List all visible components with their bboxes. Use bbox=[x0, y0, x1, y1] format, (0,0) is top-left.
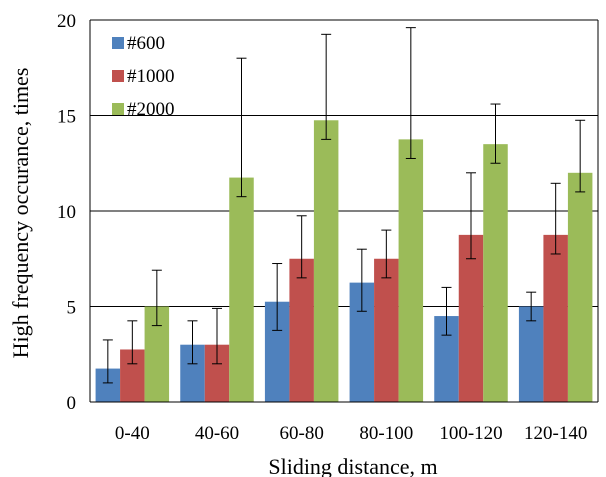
bar bbox=[374, 258, 399, 402]
bar bbox=[458, 234, 484, 402]
legend-label: #600 bbox=[127, 33, 165, 54]
x-axis-title: Sliding distance, m bbox=[268, 454, 437, 477]
legend-label: #2000 bbox=[127, 99, 175, 120]
bar bbox=[518, 306, 544, 402]
legend-label: #1000 bbox=[127, 66, 175, 87]
x-tick-label: 80-100 bbox=[359, 423, 413, 444]
bars bbox=[95, 120, 593, 403]
legend: #600 #1000 #2000 bbox=[112, 33, 175, 120]
bar bbox=[398, 139, 424, 402]
y-tick-label: 0 bbox=[67, 393, 77, 414]
gridlines bbox=[90, 19, 598, 307]
bar bbox=[567, 172, 593, 402]
x-tick-label: 40-60 bbox=[195, 423, 239, 444]
y-tick-label: 20 bbox=[57, 11, 76, 32]
y-tick-label: 10 bbox=[57, 202, 76, 223]
x-tick-label: 120-140 bbox=[524, 423, 587, 444]
legend-swatch bbox=[112, 37, 124, 49]
bar bbox=[483, 144, 508, 402]
y-tick-label: 5 bbox=[67, 298, 77, 319]
x-tick-label: 0-40 bbox=[115, 423, 150, 444]
tick-labels: 0 5 10 15 20 0-40 40-60 60-80 80-100 100-120 120-1… bbox=[57, 11, 587, 444]
error-bars bbox=[102, 27, 586, 384]
y-axis-title: High frequency occurance, times bbox=[8, 68, 33, 359]
bar bbox=[229, 177, 254, 402]
x-tick-label: 100-120 bbox=[439, 423, 502, 444]
axes bbox=[89, 20, 599, 403]
legend-swatch bbox=[112, 103, 124, 115]
bar bbox=[313, 120, 339, 403]
legend-swatch bbox=[112, 70, 124, 82]
bar bbox=[543, 234, 568, 402]
bar bbox=[289, 258, 314, 402]
y-tick-label: 15 bbox=[57, 107, 76, 128]
x-tick-label: 60-80 bbox=[280, 423, 324, 444]
